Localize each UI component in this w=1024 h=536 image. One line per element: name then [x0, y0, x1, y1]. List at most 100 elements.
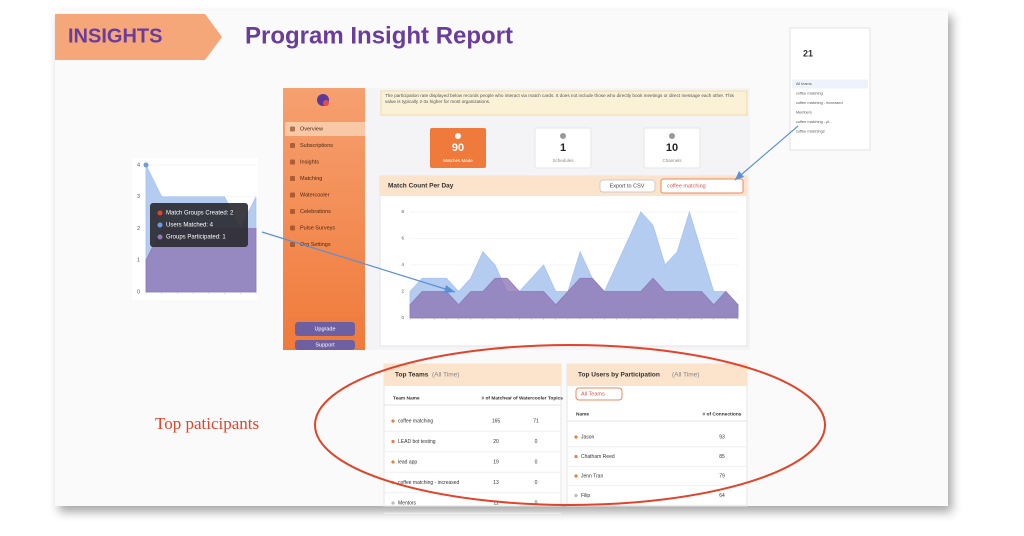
point — [143, 162, 149, 168]
dropdown-label[interactable]: coffee matching — [796, 92, 823, 96]
y-tick-label: 3 — [137, 194, 140, 200]
row-icon — [574, 474, 578, 478]
nav-item[interactable]: Org Settings — [300, 242, 331, 248]
cell: 93 — [719, 434, 725, 440]
column-header: Name — [576, 411, 589, 417]
chart-header — [380, 176, 747, 196]
top-users-subtitle: (All Time) — [672, 372, 699, 379]
banner-box: The participation rate displayed below r… — [385, 93, 734, 104]
dropdown-label[interactable]: Members — [796, 111, 812, 115]
nav-item[interactable]: Subscriptions — [300, 143, 333, 149]
export-label[interactable]: Export to CSV — [610, 183, 645, 189]
tooltip-swatch — [157, 234, 163, 240]
nav: Overview Subscriptions Insights Matching Wat… — [285, 122, 365, 248]
dropdown-label[interactable]: coffee matching - pl... — [796, 120, 832, 124]
stats: 90 Matches Made 1 Schedules 10 Channels — [430, 127, 701, 169]
nav-item[interactable]: Watercooler — [300, 192, 330, 198]
row-icon — [391, 460, 395, 464]
badge-shape — [55, 14, 222, 60]
support-button[interactable] — [295, 340, 355, 350]
stat-label: Channels — [662, 158, 682, 163]
stat-card — [430, 128, 486, 168]
support-label[interactable]: Support — [315, 342, 335, 348]
filter-select[interactable] — [660, 178, 744, 194]
nav-icon — [290, 176, 295, 181]
users-filter[interactable] — [575, 387, 623, 401]
y-tick-label: 4 — [401, 262, 404, 267]
row-icon — [574, 493, 578, 498]
cell: 19 — [493, 459, 499, 465]
dropdown-item[interactable] — [792, 89, 868, 98]
dropdown-label[interactable]: coffee matching - increased — [796, 101, 843, 105]
tooltip — [150, 203, 248, 247]
nav-icon — [290, 159, 295, 165]
filter-label[interactable]: coffee matching — [667, 183, 706, 189]
badge-text: INSIGHTS — [68, 25, 162, 47]
stat-card — [643, 127, 701, 169]
top-teams-title: Top Teams — [395, 372, 429, 379]
cell: 64 — [719, 493, 725, 499]
column-header: Team Name — [393, 395, 420, 401]
nav-item[interactable]: Celebrations — [300, 209, 331, 215]
nav-item[interactable]: Matching — [300, 176, 322, 182]
nav-icon — [290, 126, 295, 132]
cell: Chatham Reed — [581, 454, 615, 460]
stat-value: 10 — [666, 142, 678, 154]
cell: 165 — [492, 418, 501, 424]
nav-item[interactable]: Overview — [300, 126, 323, 132]
dropdown-item[interactable] — [792, 108, 868, 117]
cell: Jason — [581, 434, 595, 440]
top-users-title: Top Users by Participation — [578, 372, 660, 379]
cell: coffee matching - increased — [398, 480, 460, 486]
export-button[interactable] — [599, 179, 656, 193]
chart-title: Match Count Per Day — [388, 183, 454, 190]
cell: 0 — [535, 480, 538, 486]
stat-label: Schedules — [552, 158, 574, 163]
y-tick-label: 6 — [401, 236, 404, 241]
cell: 71 — [533, 418, 539, 424]
cell: 20 — [493, 439, 499, 445]
dropdown-item[interactable] — [792, 127, 868, 136]
stat-card — [534, 127, 592, 169]
dropdown-list: All teams coffee matching coffee matching … — [792, 79, 868, 136]
cell: 0 — [535, 439, 538, 445]
nav-icon — [290, 242, 295, 247]
stat-value: 90 — [452, 142, 464, 154]
arrow-line — [734, 125, 799, 181]
row-icon — [574, 454, 578, 459]
dropdown-item[interactable] — [792, 117, 868, 127]
upgrade-label[interactable]: Upgrade — [314, 326, 335, 332]
y-tick-label: 0 — [137, 289, 140, 295]
row-icon — [391, 419, 395, 423]
dropdown-item[interactable] — [792, 98, 868, 108]
dropdown-label[interactable]: coffee matching2 — [796, 130, 825, 134]
app-logo-dot — [323, 100, 329, 106]
upgrade-button[interactable] — [295, 322, 355, 336]
cell: 11 — [493, 500, 498, 506]
cell: 13 — [493, 480, 499, 486]
tooltip-line: Match Groups Created: 2 — [166, 211, 234, 217]
dropdown-label[interactable]: All teams — [796, 82, 812, 86]
nav-item[interactable]: Insights — [300, 159, 319, 165]
top-users-table: Name # of Connections Jason 93 Chatham Reed 8… — [567, 411, 747, 506]
top-teams-panel — [383, 363, 562, 507]
highlight-ellipse — [314, 344, 826, 506]
annotation: Top paticipants — [155, 414, 259, 433]
top-teams-subtitle: (All Time) — [432, 372, 459, 379]
main-chart: 0 2 4 6 8 — [401, 209, 739, 320]
dropdown-item[interactable] — [792, 79, 868, 89]
stat-icon — [455, 133, 461, 139]
stat-label: Matches Made — [443, 158, 473, 163]
cell: LEAD bot testing — [398, 439, 436, 445]
banner-text: The participation rate displayed below r… — [385, 93, 734, 104]
y-tick-label: 8 — [401, 209, 404, 214]
row-icon — [574, 435, 578, 439]
nav-item[interactable]: Pulse Surveys — [300, 225, 335, 231]
users-filter-label[interactable]: All Teams — [581, 391, 605, 397]
column-header: # of Connections — [703, 411, 742, 417]
stat-icon — [669, 133, 675, 139]
stat-value: 1 — [560, 142, 566, 154]
nav-active — [285, 122, 365, 136]
